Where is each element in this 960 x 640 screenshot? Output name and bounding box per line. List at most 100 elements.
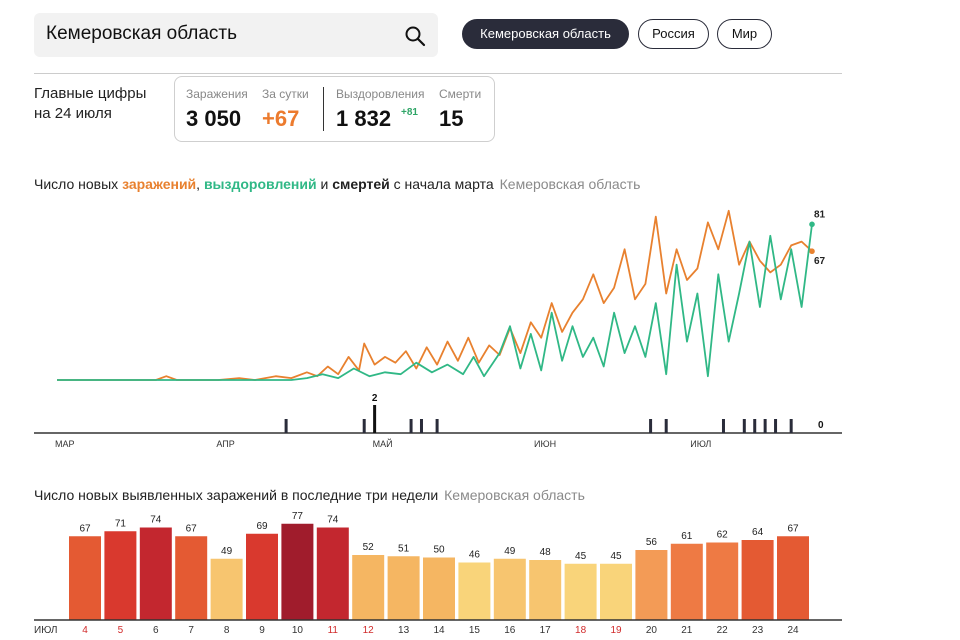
series-end-point — [809, 221, 815, 228]
chart1-title-part: с начала марта — [389, 176, 494, 192]
bar-category-label: 6 — [153, 625, 159, 636]
bar-category-label: 9 — [259, 625, 265, 636]
bar-category-label: 21 — [681, 625, 693, 636]
bar — [139, 527, 172, 620]
chart1-title-recoveries: выздоровлений — [203, 176, 317, 192]
bar — [69, 536, 101, 620]
bar — [741, 540, 774, 620]
bar-value-label: 74 — [150, 515, 162, 526]
recovered-value: 1 832 — [336, 106, 392, 131]
search-input[interactable]: Кемеровская область — [46, 23, 237, 44]
main-figures-date: на 24 июля — [34, 105, 112, 122]
bar-value-label: 67 — [79, 523, 91, 534]
bar — [387, 556, 420, 620]
bar — [493, 558, 526, 620]
bar — [529, 560, 562, 620]
bar-category-label: 24 — [787, 625, 799, 636]
bar-category-label: 10 — [292, 625, 304, 636]
bar-month-label: ИЮЛ — [34, 625, 57, 636]
chart1-title: Число новых заражений, выздоровлений и с… — [34, 176, 640, 192]
tab-world[interactable]: Мир — [717, 19, 772, 49]
bar-category-label: 15 — [469, 625, 481, 636]
chart1-region: Кемеровская область — [499, 176, 641, 192]
bar — [777, 536, 809, 620]
bar-category-label: 18 — [575, 625, 587, 636]
bar — [706, 542, 739, 620]
timeline-tick-label: МАЙ — [373, 438, 393, 449]
death-bar — [419, 419, 423, 433]
bar-category-label: 14 — [433, 625, 445, 636]
bar — [458, 562, 491, 620]
bar — [423, 557, 455, 620]
bar — [210, 558, 243, 620]
bar — [281, 523, 314, 620]
bar-value-label: 52 — [363, 542, 375, 553]
bar-category-label: 19 — [610, 625, 622, 636]
timeline-tick-label: МАР — [55, 439, 75, 449]
bar — [175, 536, 208, 620]
bar-category-label: 23 — [752, 625, 764, 636]
recovered-label: Выздоровления — [336, 87, 425, 101]
chart1-title-part: Число новых — [34, 176, 123, 192]
bar-value-label: 49 — [504, 546, 516, 557]
bar-category-label: 13 — [398, 625, 410, 636]
bar-value-label: 45 — [575, 551, 587, 562]
bar-category-label: 16 — [504, 625, 516, 636]
death-end-label: 0 — [818, 420, 824, 431]
bar-value-label: 74 — [327, 515, 339, 526]
bar-category-label: 17 — [540, 625, 552, 636]
chart1-title-part: и — [316, 176, 333, 192]
main-figures-label: Главные цифры на 24 июля — [34, 84, 146, 124]
bar-value-label: 46 — [469, 550, 481, 561]
chart1-title-infections: заражений — [122, 176, 197, 192]
divider — [34, 73, 842, 74]
main-figures-title: Главные цифры — [34, 85, 147, 102]
death-bar — [763, 419, 767, 433]
recovered-delta: +81 — [401, 107, 418, 118]
bar — [600, 563, 632, 620]
search-icon[interactable] — [404, 25, 426, 47]
tab-kemerovo[interactable]: Кемеровская область — [462, 19, 629, 49]
chart2-title-text: Число новых выявленных заражений в после… — [34, 487, 439, 503]
bar-category-label: 4 — [82, 625, 88, 636]
search-box[interactable]: Кемеровская область — [34, 13, 438, 57]
death-bar — [284, 419, 288, 433]
death-bar — [664, 419, 668, 433]
chart2-title: Число новых выявленных заражений в после… — [34, 487, 585, 503]
death-bar — [409, 419, 413, 433]
timeline-tick-label: ИЮН — [534, 439, 556, 449]
series-end-point — [809, 248, 815, 255]
chart1-title-part: , — [196, 176, 204, 192]
deaths-value: 15 — [439, 106, 464, 131]
bar — [246, 533, 278, 620]
bar — [635, 550, 668, 620]
tab-russia[interactable]: Россия — [638, 19, 709, 49]
per-day-label: За сутки — [262, 87, 309, 101]
bar-value-label: 77 — [292, 511, 304, 522]
bar-category-label: 12 — [363, 625, 375, 636]
bar-value-label: 64 — [752, 527, 764, 538]
bar-value-label: 56 — [646, 537, 658, 548]
chart1-title-deaths: смертей — [332, 176, 390, 192]
infections-value: 3 050 — [186, 106, 242, 131]
death-bar — [789, 419, 793, 433]
bar-value-label: 61 — [681, 531, 693, 542]
bar-category-label: 11 — [328, 625, 339, 636]
bar-value-label: 67 — [787, 523, 799, 534]
chart2-region: Кемеровская область — [444, 487, 585, 503]
bar-category-label: 8 — [224, 625, 230, 636]
death-bar — [435, 419, 439, 433]
death-peak-label: 2 — [372, 393, 378, 404]
death-bar — [742, 419, 746, 433]
timeline-tick-label: ИЮЛ — [690, 439, 711, 449]
bar-category-label: 7 — [188, 625, 194, 636]
series-end-label: 81 — [814, 209, 826, 220]
bar-value-label: 49 — [221, 546, 233, 557]
death-bar — [373, 405, 377, 433]
bar-value-label: 48 — [540, 547, 552, 558]
main-figures-box: Заражения 3 050 За сутки +67 Выздоровлен… — [174, 76, 495, 142]
death-bar — [721, 419, 725, 433]
bar-category-label: 20 — [646, 625, 658, 636]
bar — [564, 563, 597, 620]
